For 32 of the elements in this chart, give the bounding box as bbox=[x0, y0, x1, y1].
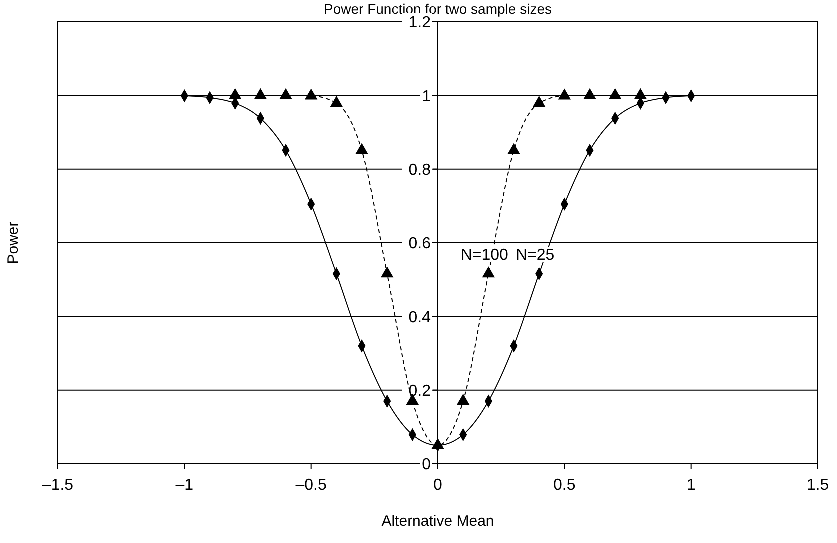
point bbox=[304, 88, 318, 100]
point bbox=[228, 88, 242, 100]
x-tick-label: 0.5 bbox=[554, 477, 576, 494]
y-tick-label: 1.2 bbox=[408, 14, 432, 32]
point bbox=[584, 88, 596, 100]
x-tick-label: 1.5 bbox=[806, 477, 830, 494]
y-tick-label: 0 bbox=[422, 456, 432, 474]
x-tick-label: –1.5 bbox=[42, 477, 74, 494]
x-tick-label: –1 bbox=[176, 477, 194, 494]
y-tick-label: 0.6 bbox=[408, 236, 432, 253]
x-tick-label: 1 bbox=[686, 477, 696, 494]
annotation: N=100 bbox=[460, 246, 509, 264]
point bbox=[456, 394, 470, 406]
x-tick-label: 0 bbox=[434, 477, 443, 494]
x-tick-label: –0.5 bbox=[296, 477, 328, 494]
point bbox=[380, 266, 394, 278]
x-axis-title: Alternative Mean bbox=[382, 513, 494, 530]
point bbox=[532, 96, 546, 108]
point bbox=[482, 266, 496, 278]
point bbox=[254, 88, 268, 100]
point bbox=[558, 88, 572, 100]
point bbox=[330, 96, 344, 108]
point bbox=[280, 88, 292, 100]
y-tick-label: 0.8 bbox=[408, 162, 432, 179]
point bbox=[508, 143, 520, 154]
y-axis-title: Power bbox=[5, 222, 22, 264]
point bbox=[634, 88, 648, 100]
y-tick-label: 0.4 bbox=[408, 309, 432, 326]
y-tick-label: 1 bbox=[422, 88, 432, 106]
point bbox=[608, 88, 622, 100]
y-tick-label: 0.2 bbox=[408, 382, 432, 400]
point bbox=[356, 143, 368, 154]
